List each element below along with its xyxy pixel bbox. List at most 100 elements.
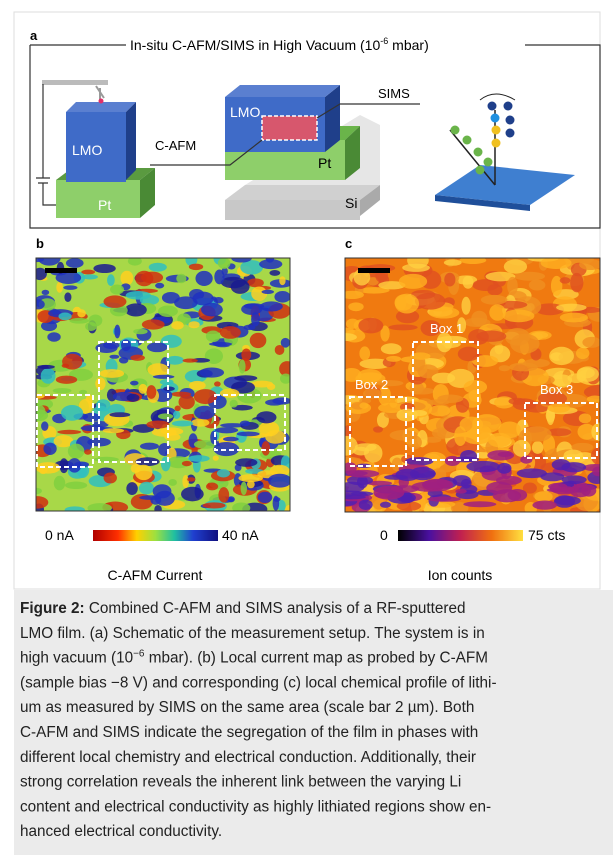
map-texture	[345, 367, 362, 382]
map-texture	[272, 495, 280, 511]
caption-text: −6	[133, 649, 145, 660]
map-texture	[93, 263, 116, 274]
ion-ball	[505, 128, 515, 138]
map-texture	[147, 363, 169, 377]
map-texture	[380, 343, 402, 355]
map-texture	[540, 472, 565, 482]
caption-line: strong correlation reveals the inherent …	[20, 774, 461, 791]
map-texture	[37, 364, 55, 369]
map-texture	[367, 277, 379, 286]
map-texture	[444, 272, 456, 287]
map-texture	[279, 373, 290, 384]
caption-line: different local chemistry and electrical…	[20, 749, 476, 766]
map-texture	[134, 464, 153, 481]
map-texture	[202, 502, 226, 509]
map-texture	[247, 278, 264, 288]
map-texture	[57, 429, 82, 435]
map-texture	[141, 319, 165, 330]
map-texture	[210, 430, 218, 445]
map-texture	[547, 403, 571, 413]
map-texture	[256, 411, 277, 424]
map-texture	[157, 305, 178, 317]
panel-a-title: In-situ C-AFM/SIMS in High Vacuum (10-6 …	[130, 36, 429, 53]
map-texture	[102, 428, 125, 434]
map-texture	[138, 383, 148, 394]
ion-ball	[491, 125, 501, 135]
map-texture	[174, 405, 181, 412]
scale-max: 75 cts	[528, 527, 565, 543]
map-texture	[350, 491, 374, 497]
block-label: LMO	[72, 142, 102, 158]
map-texture	[195, 270, 213, 286]
caption-line: um as measured by SIMS on the same area …	[20, 699, 474, 716]
map-texture	[53, 435, 74, 448]
box-label: Box 2	[355, 377, 388, 392]
map-texture	[41, 289, 50, 296]
map-texture	[239, 420, 251, 427]
map-texture	[582, 336, 600, 348]
map-texture	[238, 359, 246, 374]
map-texture	[378, 386, 392, 406]
probe-label: C-AFM	[155, 138, 196, 153]
map-texture	[67, 458, 82, 473]
map-texture	[164, 433, 181, 441]
panel-a: a In-situ C-AFM/SIMS in High Vacuum (10-…	[29, 28, 601, 229]
map-texture	[378, 402, 405, 413]
map-texture	[84, 449, 92, 455]
map-texture	[549, 346, 574, 366]
map-texture	[528, 279, 546, 291]
ion-ball	[483, 157, 493, 167]
block-label: Pt	[98, 197, 111, 213]
map-texture	[99, 369, 125, 378]
map-texture	[103, 341, 120, 349]
map-texture	[67, 443, 85, 459]
map-texture	[139, 442, 159, 450]
map-texture	[559, 312, 588, 323]
map-texture	[503, 259, 528, 274]
map-texture	[345, 318, 360, 329]
map-texture	[221, 267, 228, 276]
map-texture	[53, 475, 66, 491]
map-texture	[581, 484, 597, 497]
map-texture	[160, 456, 171, 472]
map-texture	[579, 259, 600, 271]
map-texture	[345, 481, 365, 493]
map-texture	[241, 348, 252, 361]
map-texture	[214, 427, 239, 434]
map-texture	[466, 460, 500, 473]
map-texture	[182, 475, 189, 489]
map-texture	[69, 317, 89, 324]
map-texture	[471, 310, 488, 327]
map-texture	[463, 379, 488, 394]
map-texture	[157, 413, 174, 420]
caption-text: Figure 2:	[20, 600, 85, 617]
map-texture	[522, 482, 537, 494]
caption-line: C-AFM and SIMS indicate the segregation …	[20, 724, 478, 741]
map-texture	[232, 502, 251, 511]
map-texture	[52, 387, 72, 394]
map-texture	[269, 269, 281, 276]
map-texture	[364, 443, 383, 463]
map-texture	[249, 332, 267, 349]
map-texture	[65, 258, 84, 268]
map-texture	[476, 330, 507, 342]
map-texture	[498, 365, 511, 372]
map-label: C-AFM Current	[108, 567, 203, 583]
map-texture	[160, 427, 184, 436]
map-texture	[124, 303, 147, 317]
map-texture	[375, 380, 404, 387]
map-texture	[540, 258, 572, 270]
map-texture	[36, 487, 42, 495]
caption-text: hanced electrical conductivity.	[20, 823, 222, 840]
map-texture	[194, 405, 216, 420]
map-texture	[62, 353, 83, 370]
map-texture	[485, 271, 516, 282]
map-texture	[559, 277, 571, 284]
map-texture	[43, 442, 57, 455]
map-texture	[47, 332, 61, 342]
map-texture	[345, 333, 357, 342]
ion-ball	[462, 135, 472, 145]
map-texture	[216, 469, 230, 478]
map-texture	[181, 486, 204, 502]
